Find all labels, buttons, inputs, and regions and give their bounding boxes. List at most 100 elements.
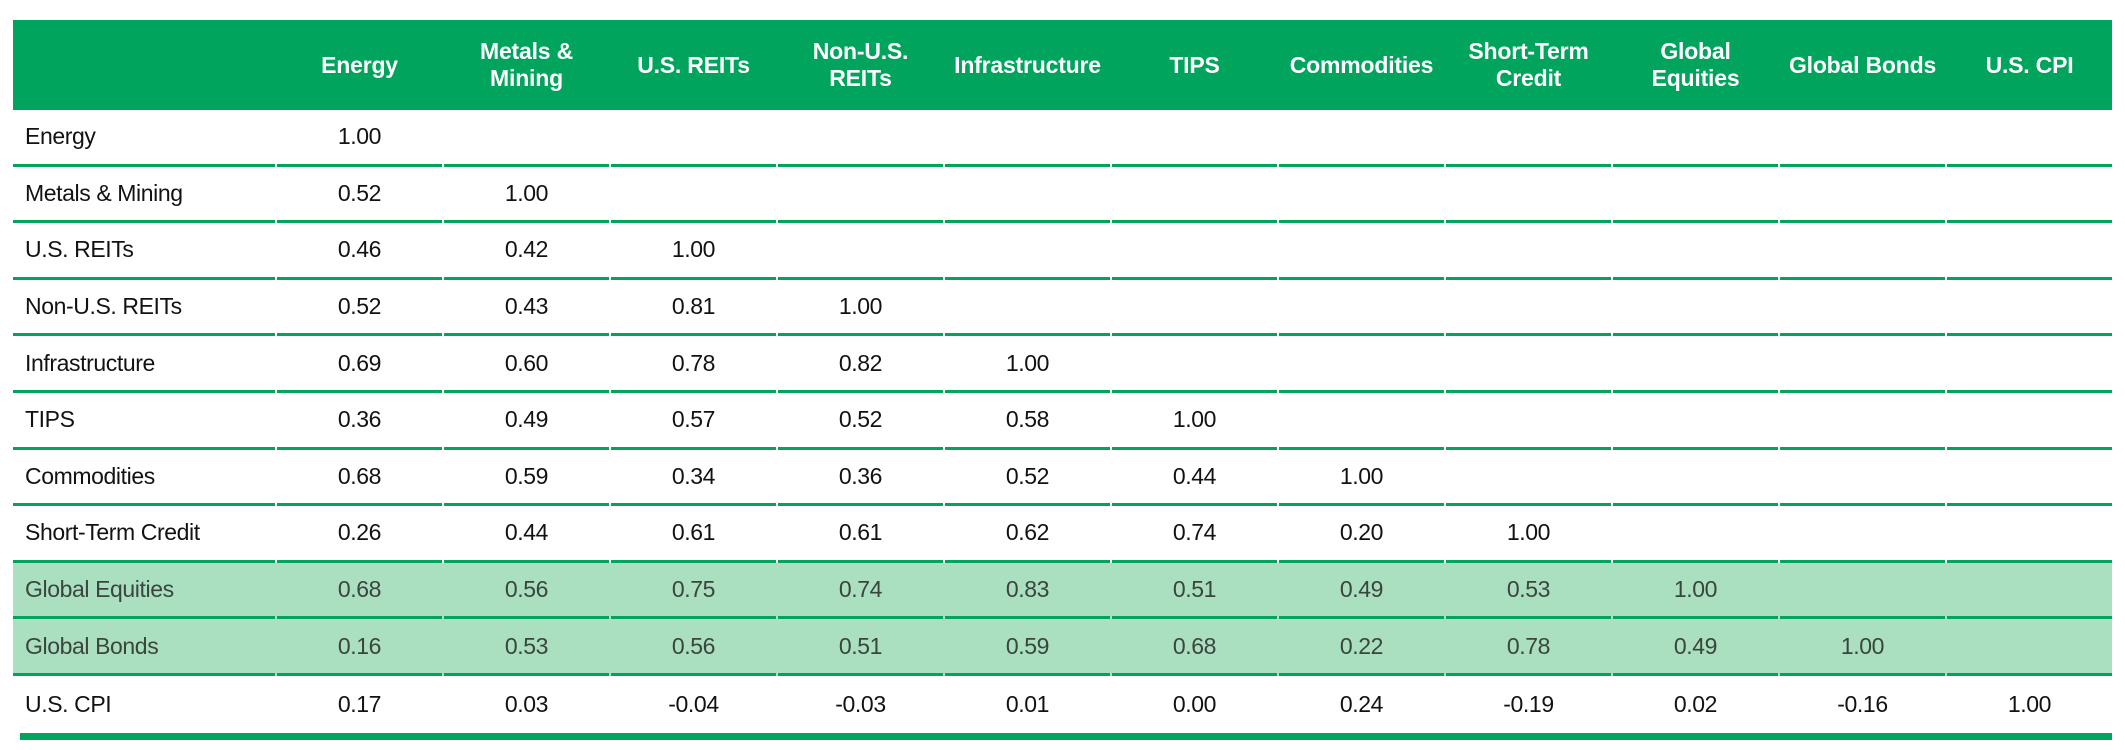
column-header: Global Equities: [1613, 20, 1778, 110]
correlation-cell: [1112, 167, 1277, 224]
correlation-cell: 0.26: [277, 506, 442, 563]
correlation-cell: [1279, 167, 1444, 224]
table-row: Global Bonds 0.16 0.53 0.56 0.51 0.59 0.68 0.22…: [13, 619, 2112, 676]
correlation-cell: [945, 167, 1110, 224]
correlation-cell: [1613, 450, 1778, 507]
column-header-line: Global: [1660, 38, 1731, 64]
correlation-cell: [778, 167, 943, 224]
row-label: Global Equities: [13, 563, 275, 620]
correlation-cell: 0.61: [778, 506, 943, 563]
column-header: Infrastructure: [945, 20, 1110, 110]
column-header-line: Mining: [490, 65, 563, 91]
correlation-cell: 0.00: [1172, 690, 1217, 717]
correlation-cell: 0.42: [444, 223, 609, 280]
correlation-cell: 0.53: [444, 619, 609, 676]
row-label: Commodities: [13, 450, 275, 507]
correlation-cell: 0.56: [444, 563, 609, 620]
correlation-cell: 0.52: [277, 167, 442, 224]
correlation-cell: 0.52: [945, 450, 1110, 507]
correlation-cell: [778, 223, 943, 280]
correlation-cell: 0.22: [1279, 619, 1444, 676]
column-header-line: Equities: [1651, 65, 1740, 91]
correlation-cell: 1.00: [277, 110, 442, 167]
correlation-cell: [1613, 393, 1778, 450]
correlation-cell: [611, 110, 776, 167]
table-row: Non-U.S. REITs 0.52 0.43 0.81 1.00: [13, 279, 2112, 337]
column-header-line: Global Bonds: [1788, 51, 1937, 78]
column-header-line: Metals &: [480, 38, 573, 64]
correlation-cell: [1613, 506, 1778, 563]
correlation-cell: [1112, 336, 1277, 393]
column-header: Global Bonds: [1780, 20, 1945, 110]
correlation-cell: [1446, 223, 1611, 280]
correlation-cell: [1613, 167, 1778, 224]
column-header: Non-U.S. REITs: [778, 20, 943, 110]
column-header-line: Infrastructure: [954, 51, 1101, 78]
correlation-cell: 0.61: [611, 506, 776, 563]
correlation-cell: 0.34: [611, 450, 776, 507]
correlation-cell: 0.62: [945, 506, 1110, 563]
column-header-line: Non-U.S.: [812, 38, 909, 64]
correlation-cell: [1780, 336, 1945, 393]
row-label: Non-U.S. REITs: [13, 280, 275, 337]
correlation-cell: 0.36: [778, 450, 943, 507]
correlation-cell: 0.01: [1005, 690, 1050, 717]
correlation-cell: 0.46: [277, 223, 442, 280]
correlation-cell: 1.00: [1446, 506, 1611, 563]
row-label: Infrastructure: [13, 336, 275, 393]
table-row: Global Equities 0.68 0.56 0.75 0.74 0.83 0.51 0…: [13, 562, 2112, 620]
correlation-cell: -0.04: [668, 690, 719, 717]
row-label: U.S. REITs: [13, 223, 275, 280]
correlation-cell: 0.83: [945, 563, 1110, 620]
correlation-cell: 0.81: [611, 280, 776, 337]
correlation-cell: [1279, 336, 1444, 393]
correlation-cell: [1279, 110, 1444, 167]
correlation-cell: [1446, 336, 1611, 393]
correlation-cell: [1446, 280, 1611, 337]
correlation-cell: [1947, 223, 2112, 280]
correlation-cell: [1112, 223, 1277, 280]
correlation-cell: 0.53: [1446, 563, 1611, 620]
column-header-line: Credit: [1495, 65, 1562, 91]
correlation-cell: [1279, 393, 1444, 450]
correlation-cell: -0.19: [1503, 690, 1554, 717]
row-label: Global Bonds: [13, 619, 275, 676]
correlation-cell: 0.03: [504, 690, 549, 717]
correlation-cell: [1780, 450, 1945, 507]
column-header-line: Energy: [321, 51, 398, 78]
correlation-cell: [1446, 110, 1611, 167]
correlation-cell: [945, 280, 1110, 337]
correlation-cell: [1112, 110, 1277, 167]
correlation-cell: [778, 110, 943, 167]
column-header: U.S. REITs: [611, 20, 776, 110]
table-row: Short-Term Credit 0.26 0.44 0.61 0.61 0.62 0.7…: [13, 506, 2112, 563]
column-header: Commodities: [1279, 20, 1444, 110]
correlation-cell: [1947, 619, 2112, 676]
column-header: Metals & Mining: [444, 20, 609, 110]
table-row: Metals & Mining 0.52 1.00: [13, 166, 2112, 224]
correlation-cell: 0.74: [1112, 506, 1277, 563]
correlation-table: Energy Metals & Mining U.S. REITs Non-U.S. RE…: [13, 20, 2112, 740]
correlation-cell: 1.00: [1112, 393, 1277, 450]
column-header-line: U.S. CPI: [1985, 51, 2074, 78]
row-label: Energy: [13, 110, 275, 167]
correlation-cell: 0.59: [444, 450, 609, 507]
column-header: Energy: [277, 20, 442, 110]
row-label: TIPS: [13, 393, 275, 450]
correlation-cell: 0.56: [611, 619, 776, 676]
correlation-cell: 0.20: [1279, 506, 1444, 563]
correlation-cell: 0.17: [337, 690, 382, 717]
correlation-cell: -0.03: [835, 690, 886, 717]
correlation-cell: 0.49: [1279, 563, 1444, 620]
correlation-cell: 0.49: [1613, 619, 1778, 676]
correlation-cell: [1947, 563, 2112, 620]
correlation-cell: 0.74: [778, 563, 943, 620]
correlation-cell: 0.82: [778, 336, 943, 393]
correlation-cell: 1.00: [1613, 563, 1778, 620]
correlation-cell: 0.02: [1673, 690, 1718, 717]
table-row: Commodities 0.68 0.59 0.34 0.36 0.52 0.44 1.00: [13, 449, 2112, 507]
correlation-cell: 1.00: [1780, 619, 1945, 676]
correlation-cell: [1947, 393, 2112, 450]
correlation-cell: [444, 110, 609, 167]
